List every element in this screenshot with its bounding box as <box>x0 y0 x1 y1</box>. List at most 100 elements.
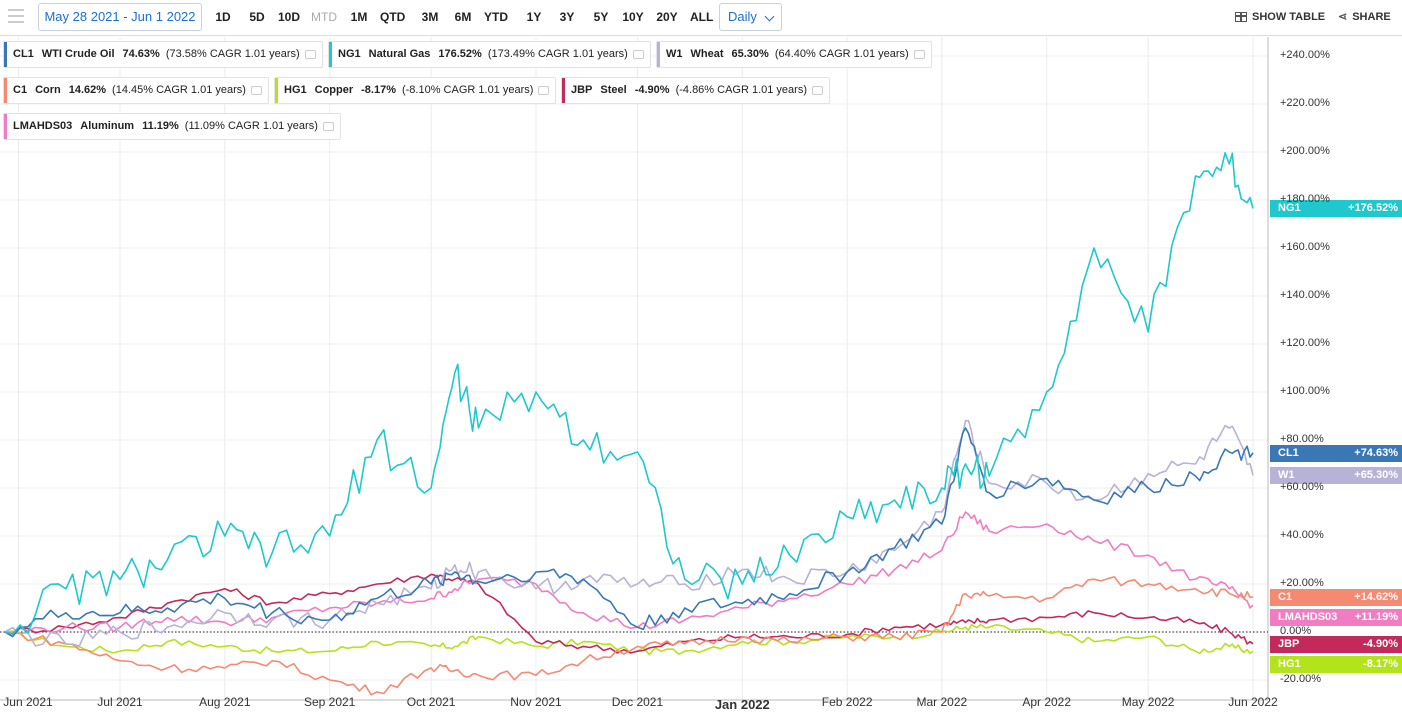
legend-symbol: C1 <box>13 84 28 96</box>
y-tick-label: +120.00% <box>1280 337 1330 349</box>
menu-icon[interactable] <box>8 9 24 23</box>
table-icon <box>1235 12 1247 23</box>
legend-symbol: CL1 <box>13 48 34 60</box>
legend-item-cl1[interactable]: CL1 WTI Crude Oil 74.63% (73.58% CAGR 1.01 … <box>3 41 323 68</box>
legend-pct: 65.30% <box>731 48 769 60</box>
x-tick-label: Jun 2022 <box>1228 695 1278 709</box>
legend-name: Steel <box>600 84 627 96</box>
calendar-icon[interactable] <box>632 50 644 59</box>
legend-cagr: (-8.10% CAGR 1.01 years) <box>401 84 534 96</box>
x-tick-label: May 2022 <box>1121 695 1175 709</box>
period-all-button[interactable]: ALL <box>690 10 714 24</box>
period-3m-button[interactable]: 3M <box>421 10 439 24</box>
period-20y-button[interactable]: 20Y <box>656 10 678 24</box>
legend-pct: 74.63% <box>122 48 160 60</box>
legend-color-swatch <box>4 42 7 67</box>
price-chart <box>0 37 1269 701</box>
legend-item-lmahds03[interactable]: LMAHDS03 Aluminum 11.19% (11.09% CAGR 1.01 … <box>3 113 341 140</box>
y-tick-label: 0.00% <box>1280 625 1312 637</box>
y-tick-label: +40.00% <box>1280 529 1324 541</box>
y-tick-label: +200.00% <box>1280 145 1330 157</box>
end-tag-symbol: CL1 <box>1278 446 1299 459</box>
period-qtd-button[interactable]: QTD <box>380 10 406 24</box>
end-tag-value: -8.17% <box>1363 657 1398 670</box>
series-line-cl1 <box>4 427 1254 638</box>
calendar-icon[interactable] <box>913 50 925 59</box>
share-icon: ⋖ <box>1338 11 1348 24</box>
legend-cagr: (-4.86% CAGR 1.01 years) <box>675 84 807 96</box>
x-tick-label: Nov 2021 <box>510 695 562 709</box>
legend-symbol: NG1 <box>338 48 361 60</box>
legend-item-w1[interactable]: W1 Wheat 65.30% (64.40% CAGR 1.01 years) <box>656 41 932 68</box>
legend-pct: -4.90% <box>634 84 670 96</box>
share-button[interactable]: ⋖ SHARE <box>1338 10 1391 26</box>
legend-symbol: HG1 <box>284 84 307 96</box>
y-tick-label: +140.00% <box>1280 289 1330 301</box>
x-tick-label: Sep 2021 <box>303 695 356 709</box>
share-label: SHARE <box>1352 11 1391 23</box>
y-tick-label: +100.00% <box>1280 385 1330 397</box>
period-6m-button[interactable]: 6M <box>454 10 472 24</box>
series-line-jbp <box>4 573 1254 654</box>
y-tick-label: +20.00% <box>1280 577 1324 589</box>
legend-item-hg1[interactable]: HG1 Copper -8.17% (-8.10% CAGR 1.01 years) <box>274 77 557 104</box>
calendar-icon[interactable] <box>538 86 550 95</box>
calendar-icon[interactable] <box>250 86 262 95</box>
x-tick-label: Jan 2022 <box>714 697 770 712</box>
series-line-lmahds03 <box>4 511 1254 634</box>
legend-color-swatch <box>657 42 660 67</box>
legend-name: WTI Crude Oil <box>41 48 115 60</box>
period-10y-button[interactable]: 10Y <box>622 10 644 24</box>
period-3y-button[interactable]: 3Y <box>559 10 575 24</box>
legend-pct: 11.19% <box>142 120 179 132</box>
period-ytd-button[interactable]: YTD <box>484 10 508 24</box>
period-1m-button[interactable]: 1M <box>350 10 368 24</box>
legend-color-swatch <box>4 78 7 103</box>
end-tag-value: +74.63% <box>1354 446 1398 459</box>
x-tick-label: Jun 2021 <box>3 695 53 709</box>
series-line-ng1 <box>4 152 1254 635</box>
legend-item-c1[interactable]: C1 Corn 14.62% (14.45% CAGR 1.01 years) <box>3 77 269 104</box>
period-5y-button[interactable]: 5Y <box>593 10 609 24</box>
period-1d-button[interactable]: 1D <box>215 10 231 24</box>
legend-name: Wheat <box>690 48 724 60</box>
legend-symbol: W1 <box>666 48 683 60</box>
end-tag-cl1: CL1 +74.63% <box>1270 444 1402 462</box>
frequency-select[interactable]: Daily <box>719 3 782 31</box>
end-tag-symbol: HG1 <box>1278 657 1301 670</box>
end-tag-symbol: NG1 <box>1278 202 1301 215</box>
period-mtd-button: MTD <box>311 10 337 24</box>
period-1y-button[interactable]: 1Y <box>526 10 542 24</box>
y-tick-label: +60.00% <box>1280 481 1324 493</box>
y-tick-label: +240.00% <box>1280 49 1330 61</box>
period-5d-button[interactable]: 5D <box>249 10 265 24</box>
legend-name: Natural Gas <box>368 48 431 60</box>
legend-color-swatch <box>4 114 7 139</box>
date-range-button[interactable]: May 28 2021 - Jun 1 2022 <box>38 3 202 31</box>
legend-symbol: LMAHDS03 <box>13 120 73 132</box>
period-10d-button[interactable]: 10D <box>278 10 301 24</box>
frequency-label: Daily <box>728 9 757 24</box>
legend-item-jbp[interactable]: JBP Steel -4.90% (-4.86% CAGR 1.01 years) <box>561 77 830 104</box>
end-tag-jbp: JBP -4.90% <box>1270 635 1402 653</box>
end-tag-value: +11.19% <box>1354 610 1398 623</box>
end-tag-value: +14.62% <box>1354 590 1398 603</box>
x-tick-label: Aug 2021 <box>199 695 251 709</box>
end-tag-ng1: NG1 +176.52% <box>1270 200 1402 218</box>
series-line-hg1 <box>4 623 1254 656</box>
legend-cagr: (173.49% CAGR 1.01 years) <box>487 48 628 60</box>
legend-color-swatch <box>275 78 278 103</box>
legend-pct: 14.62% <box>68 84 107 96</box>
toolbar: May 28 2021 - Jun 1 2022 1D 5D 10D MTD 1M QTD… <box>0 0 1402 36</box>
legend-color-swatch <box>329 42 332 67</box>
show-table-button[interactable]: SHOW TABLE <box>1235 10 1325 26</box>
end-tag-value: -4.90% <box>1363 637 1398 650</box>
calendar-icon[interactable] <box>322 122 334 131</box>
x-tick-label: Dec 2021 <box>611 695 664 709</box>
y-tick-label: +160.00% <box>1280 241 1330 253</box>
calendar-icon[interactable] <box>812 86 823 95</box>
calendar-icon[interactable] <box>304 50 316 59</box>
legend-name: Corn <box>35 84 61 96</box>
x-tick-label: Oct 2021 <box>406 695 456 709</box>
legend-item-ng1[interactable]: NG1 Natural Gas 176.52% (173.49% CAGR 1.01 … <box>328 41 651 68</box>
